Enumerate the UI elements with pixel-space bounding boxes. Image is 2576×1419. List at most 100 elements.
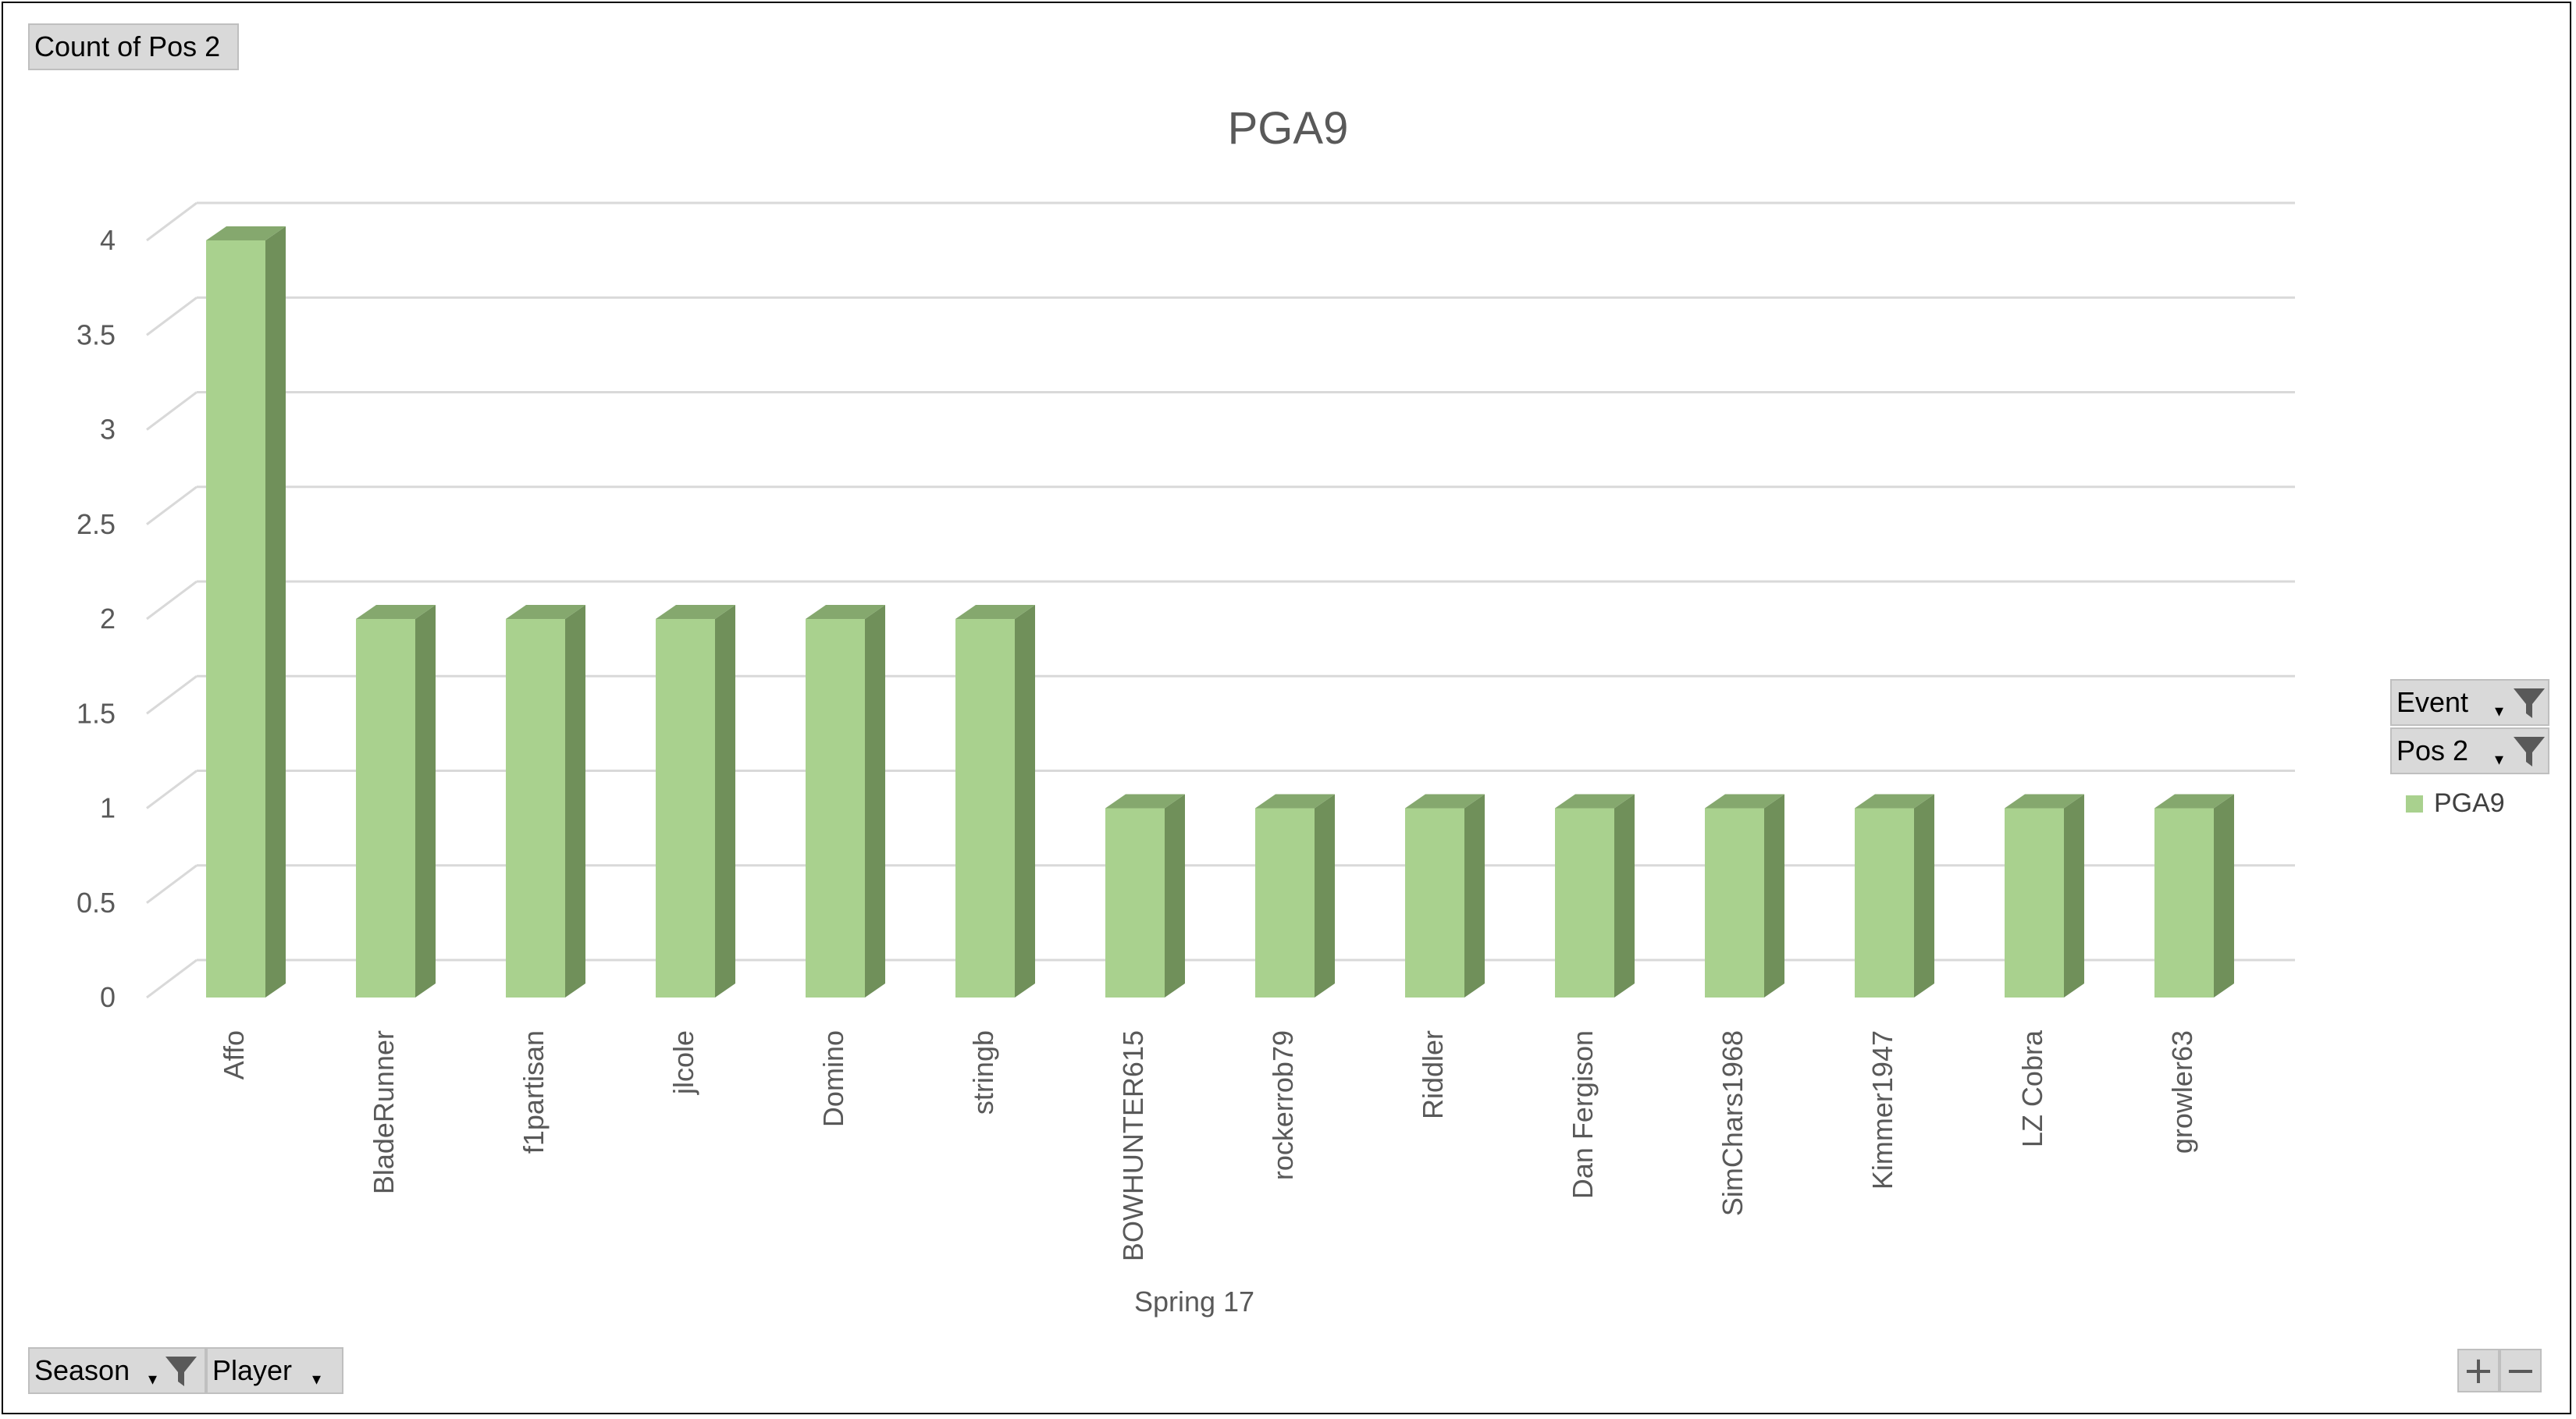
bar-side [1614, 794, 1635, 998]
legend-item: PGA9 [2406, 788, 2505, 819]
legend-label: PGA9 [2434, 788, 2505, 818]
gridline-depth [146, 391, 197, 431]
bar-side [265, 226, 286, 998]
bar [1705, 794, 1784, 998]
bar-side [1764, 794, 1784, 998]
bar-side [1464, 794, 1485, 998]
bar-top [806, 605, 885, 619]
gridline-depth [146, 485, 197, 525]
x-tick-label: Affo [218, 1030, 250, 1079]
bar-front [1855, 808, 1914, 998]
y-tick-label: 4 [100, 224, 116, 256]
gridlines [146, 201, 2295, 999]
bar-front [356, 619, 415, 998]
bar-top [506, 605, 585, 619]
x-tick-label: BOWHUNTER615 [1117, 1030, 1149, 1261]
bar-top [1855, 794, 1934, 809]
value-field-label: Count of Pos 2 [34, 30, 221, 62]
x-tick-label: Dan Fergison [1567, 1030, 1599, 1199]
plus-icon: + [2462, 1349, 2495, 1392]
x-tick-label: BladeRunner [368, 1030, 400, 1194]
bar [656, 605, 735, 998]
bar-series [206, 226, 2234, 998]
bar-top [1405, 794, 1485, 809]
y-tick-label: 1 [100, 792, 116, 824]
y-tick-label: 2 [100, 603, 116, 635]
bar-top [1105, 794, 1185, 809]
player-field-button[interactable]: Player ▾ [206, 1347, 343, 1394]
dropdown-indicator-icon: ▾ [2495, 749, 2504, 769]
bar [356, 605, 436, 998]
gridline-depth [146, 675, 197, 715]
x-tick-label: f1partisan [518, 1030, 550, 1154]
bar-top [656, 605, 735, 619]
x-tick-label: Domino [817, 1030, 849, 1127]
bar-front [2154, 808, 2214, 998]
gridline-depth [146, 201, 197, 242]
bar-front [1255, 808, 1315, 998]
bar-front [1105, 808, 1165, 998]
bar [1405, 794, 1485, 998]
minus-icon: − [2504, 1349, 2537, 1392]
bar [506, 605, 585, 998]
bar-top [1255, 794, 1335, 809]
bar-side [1315, 794, 1335, 998]
bar-side [1015, 605, 1035, 998]
x-tick-label: jlcole [667, 1030, 699, 1095]
bar [806, 605, 885, 998]
value-field-button[interactable]: Count of Pos 2 [28, 23, 239, 70]
filter-funnel-icon [2514, 688, 2545, 718]
gridline-depth [146, 864, 197, 904]
bar-front [1405, 808, 1464, 998]
event-filter-button[interactable]: Event ▾ [2390, 679, 2549, 726]
bar-top [1555, 794, 1635, 809]
bar-top [206, 226, 286, 240]
season-field-button[interactable]: Season ▾ [28, 1347, 206, 1394]
bar-top [955, 605, 1035, 619]
bar-side [715, 605, 735, 998]
bar-side [415, 605, 436, 998]
x-tick-label: Riddler [1417, 1030, 1449, 1119]
bar [1855, 794, 1934, 998]
bar-top [1705, 794, 1784, 809]
bar-side [565, 605, 585, 998]
gridline-depth [146, 770, 197, 809]
x-tick-label: SimChars1968 [1717, 1030, 1749, 1216]
bar [1255, 794, 1335, 998]
dropdown-indicator-icon: ▾ [2495, 701, 2504, 720]
y-tick-label: 0.5 [76, 887, 116, 919]
bar-front [1555, 808, 1614, 998]
collapse-field-button[interactable]: − [2500, 1349, 2542, 1392]
bar [955, 605, 1035, 998]
chart-title: PGA9 [1228, 103, 1349, 154]
bar-front [955, 619, 1015, 998]
bar-side [1165, 794, 1185, 998]
filter-funnel-icon [165, 1357, 197, 1386]
x-tick-label: Kimmer1947 [1866, 1030, 1898, 1190]
expand-field-button[interactable]: + [2457, 1349, 2500, 1392]
gridline-depth [146, 580, 197, 621]
bar-top [2005, 794, 2084, 809]
y-tick-label: 1.5 [76, 697, 116, 729]
x-tick-label: stringb [967, 1030, 999, 1115]
x-axis-label: Spring 17 [1134, 1286, 1254, 1318]
gridline-depth [146, 958, 197, 999]
y-axis: 0 0.5 1 1.5 2 2.5 3 3.5 4 [76, 224, 116, 1013]
bar [1555, 794, 1635, 998]
dropdown-indicator-icon: ▾ [312, 1369, 322, 1389]
x-tick-label: LZ Cobra [2016, 1030, 2048, 1147]
bar [1105, 794, 1185, 998]
bar-front [1705, 808, 1764, 998]
y-tick-label: 2.5 [76, 508, 116, 540]
bar-side [2064, 794, 2084, 998]
pos2-filter-label: Pos 2 [2396, 734, 2469, 766]
season-field-label: Season [34, 1354, 130, 1386]
legend-swatch [2406, 795, 2423, 813]
bar-side [865, 605, 885, 998]
player-field-label: Player [212, 1354, 293, 1386]
bar-side [2214, 794, 2234, 998]
pos2-filter-button[interactable]: Pos 2 ▾ [2390, 727, 2549, 774]
bar-top [356, 605, 436, 619]
bar [2005, 794, 2084, 998]
